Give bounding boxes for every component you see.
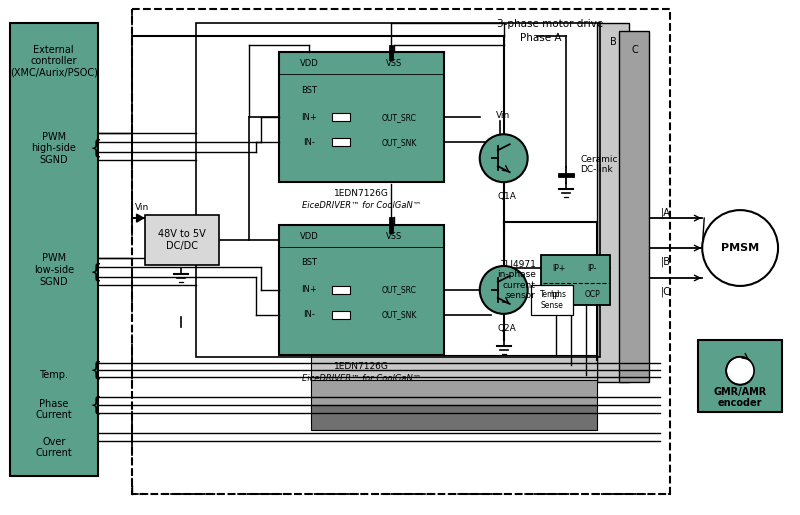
Text: Q1A: Q1A xyxy=(498,192,516,201)
Bar xyxy=(332,286,350,294)
Text: IN-: IN- xyxy=(303,311,315,319)
Text: GMR/AMR
encoder: GMR/AMR encoder xyxy=(714,387,766,408)
Bar xyxy=(619,30,650,382)
Text: External
controller
(XMC/Aurix/PSOC): External controller (XMC/Aurix/PSOC) xyxy=(10,44,98,78)
Text: VSS: VSS xyxy=(386,232,402,241)
Text: |C: |C xyxy=(660,287,670,297)
Text: OCP: OCP xyxy=(585,290,600,299)
Text: 3-phase motor drive: 3-phase motor drive xyxy=(498,19,604,28)
Text: Phase A: Phase A xyxy=(520,32,562,43)
Polygon shape xyxy=(137,214,143,222)
Text: EiceDRIVER™ for CoolGaN™: EiceDRIVER™ for CoolGaN™ xyxy=(302,201,421,210)
Bar xyxy=(332,139,350,146)
Text: PMSM: PMSM xyxy=(721,243,759,253)
Text: Temp.: Temp. xyxy=(39,370,68,380)
Bar xyxy=(279,53,444,182)
Bar xyxy=(279,225,444,355)
Text: Temp.
Sense: Temp. Sense xyxy=(540,290,563,310)
Circle shape xyxy=(480,266,528,314)
Text: BST: BST xyxy=(301,86,317,95)
Text: Vin: Vin xyxy=(496,111,510,121)
Text: Iphs: Iphs xyxy=(550,290,566,299)
Text: Q2A: Q2A xyxy=(498,324,516,333)
Bar xyxy=(10,23,98,476)
Text: VSS: VSS xyxy=(386,59,402,68)
Bar xyxy=(332,113,350,122)
Text: OUT_SRC: OUT_SRC xyxy=(382,285,416,295)
Text: OUT_SNK: OUT_SNK xyxy=(382,311,417,319)
Text: PWM
low-side
SGND: PWM low-side SGND xyxy=(34,253,74,286)
Circle shape xyxy=(702,210,778,286)
Text: PWM
high-side
SGND: PWM high-side SGND xyxy=(31,132,76,165)
Text: IN+: IN+ xyxy=(302,285,317,295)
Bar xyxy=(598,23,630,382)
Text: {: { xyxy=(90,360,102,379)
Circle shape xyxy=(726,357,754,385)
Text: |B: |B xyxy=(660,257,670,267)
Bar xyxy=(311,380,598,408)
Bar xyxy=(131,9,670,494)
Text: Over
Current: Over Current xyxy=(35,437,72,458)
Bar xyxy=(197,23,601,357)
Bar xyxy=(311,405,598,430)
Text: 48V to 5V
DC/DC: 48V to 5V DC/DC xyxy=(158,229,206,251)
Text: {: { xyxy=(90,263,102,282)
Bar xyxy=(698,340,782,411)
Text: OUT_SRC: OUT_SRC xyxy=(382,113,416,122)
Text: EiceDRIVER™ for CoolGaN™: EiceDRIVER™ for CoolGaN™ xyxy=(302,374,421,383)
Text: IP-: IP- xyxy=(588,265,598,273)
Text: Vin: Vin xyxy=(134,203,149,212)
Text: OUT_SNK: OUT_SNK xyxy=(382,138,417,147)
Text: {: { xyxy=(90,139,102,158)
Text: B: B xyxy=(610,37,617,46)
Text: VDD: VDD xyxy=(300,232,318,241)
Bar xyxy=(311,355,598,383)
Bar xyxy=(332,311,350,319)
Bar xyxy=(530,285,573,315)
Circle shape xyxy=(480,134,528,182)
Text: Phase
Current: Phase Current xyxy=(35,399,72,420)
Text: TLI4971
in-phase
current
sensor: TLI4971 in-phase current sensor xyxy=(497,260,536,300)
Text: IN+: IN+ xyxy=(302,113,317,122)
Text: 1EDN7126G: 1EDN7126G xyxy=(334,362,389,371)
Text: IP+: IP+ xyxy=(552,265,565,273)
Text: IN-: IN- xyxy=(303,138,315,147)
Text: BST: BST xyxy=(301,259,317,267)
Text: VDD: VDD xyxy=(300,59,318,68)
Text: C: C xyxy=(631,44,638,55)
Bar xyxy=(145,215,219,265)
Text: |A: |A xyxy=(660,208,670,218)
Text: {: { xyxy=(90,395,102,414)
Text: Ceramic
DC-link: Ceramic DC-link xyxy=(581,154,618,174)
Bar xyxy=(541,255,610,305)
Text: 1EDN7126G: 1EDN7126G xyxy=(334,189,389,198)
